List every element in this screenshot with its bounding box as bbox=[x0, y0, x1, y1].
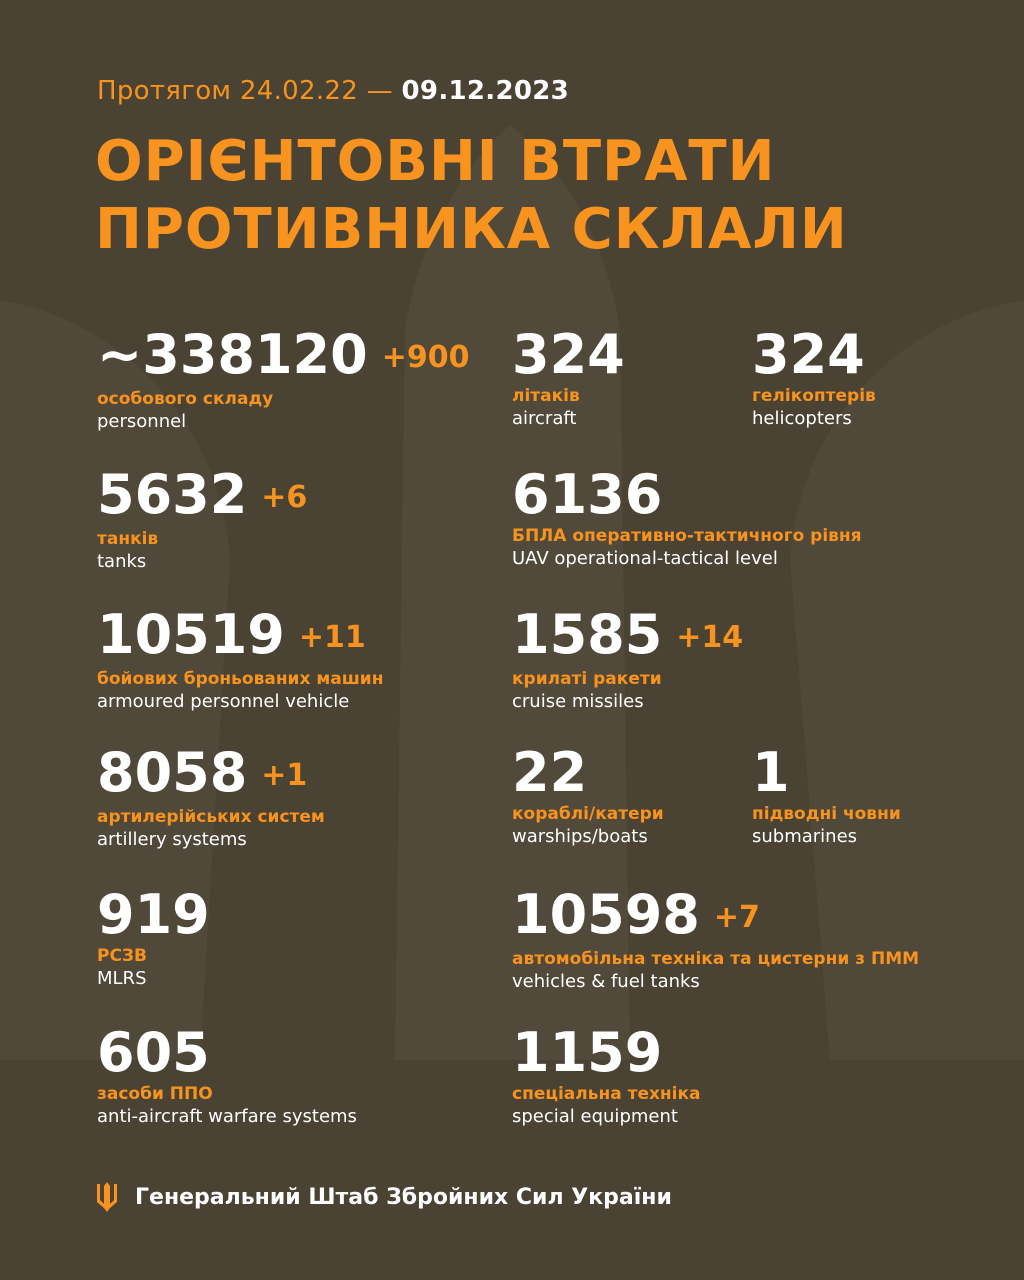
stat-label-ua: БПЛА оперативно-тактичного рівня bbox=[512, 526, 862, 546]
stat-delta: +14 bbox=[676, 620, 744, 655]
stat-label-ua: бойових броньованих машин bbox=[97, 669, 384, 689]
stat-label-ua: танків bbox=[97, 529, 159, 549]
stat-label-en: armoured personnel vehicle bbox=[97, 691, 350, 712]
stat-label-en: aircraft bbox=[512, 408, 577, 429]
stat-label-ua: артилерійських систем bbox=[97, 807, 325, 827]
stat-value: 6136 bbox=[512, 463, 663, 526]
stat-delta: +1 bbox=[261, 758, 308, 793]
stat-warships-boats: 22 кораблі/катери warships/boats bbox=[512, 743, 664, 849]
stat-label-en: tanks bbox=[97, 551, 147, 572]
stat-label-ua: особового складу bbox=[97, 389, 274, 409]
stat-label-en: vehicles & fuel tanks bbox=[512, 971, 700, 992]
stat-mlrs: 919 РСЗВ MLRS bbox=[97, 885, 210, 991]
stat-label-en: personnel bbox=[97, 411, 187, 432]
stat-delta: +900 bbox=[381, 340, 470, 375]
stat-cruise-missiles: 1585 +14 крилаті ракети cruise missiles bbox=[512, 605, 743, 714]
stat-label-en: anti-aircraft warfare systems bbox=[97, 1106, 357, 1127]
stat-label-en: special equipment bbox=[512, 1106, 678, 1127]
footer-text: Генеральний Штаб Збройних Сил України bbox=[135, 1184, 672, 1210]
stat-delta: +11 bbox=[298, 620, 366, 655]
stat-label-en: artillery systems bbox=[97, 829, 247, 850]
page-title: ОРІЄНТОВНІ ВТРАТИ ПРОТИВНИКА СКЛАЛИ bbox=[95, 129, 848, 262]
stat-label-en: warships/boats bbox=[512, 826, 648, 847]
stat-value: 1 bbox=[752, 741, 790, 804]
stat-value: 8058 +1 bbox=[97, 741, 308, 804]
stat-aircraft: 324 літаків aircraft bbox=[512, 325, 625, 431]
stat-value: 5632 +6 bbox=[97, 463, 308, 526]
stat-value: 1159 bbox=[512, 1021, 663, 1084]
stat-armoured-personnel-vehicle: 10519 +11 бойових броньованих машин armou… bbox=[97, 605, 383, 714]
stat-special-equipment: 1159 спеціальна техніка special equipmen… bbox=[512, 1023, 701, 1129]
stat-label-ua: спеціальна техніка bbox=[512, 1084, 701, 1104]
stat-value: 919 bbox=[97, 883, 210, 946]
stat-label-en: helicopters bbox=[752, 408, 852, 429]
stat-value: 605 bbox=[97, 1021, 210, 1084]
stat-label-en: cruise missiles bbox=[512, 691, 644, 712]
stat-personnel: ~338120 +900 особового складу personnel bbox=[97, 325, 469, 434]
stat-value: 324 bbox=[752, 323, 865, 386]
stat-label-ua: гелікоптерів bbox=[752, 386, 876, 406]
stat-vehicles-fuel-tanks: 10598 +7 автомобільна техніка та цистерни… bbox=[512, 885, 919, 994]
stat-artillery-systems: 8058 +1 артилерійських систем artillery s… bbox=[97, 743, 325, 852]
stat-label-en: UAV operational-tactical level bbox=[512, 548, 778, 569]
stat-uav-operational-tactical-level: 6136 БПЛА оперативно-тактичного рівня UA… bbox=[512, 465, 862, 571]
trident-icon bbox=[97, 1182, 117, 1212]
stat-label-en: submarines bbox=[752, 826, 858, 847]
stat-label-ua: кораблі/катери bbox=[512, 804, 664, 824]
stat-value: 10598 +7 bbox=[512, 883, 760, 946]
stat-value: 1585 +14 bbox=[512, 603, 744, 666]
stat-value: 324 bbox=[512, 323, 625, 386]
stat-label-ua: крилаті ракети bbox=[512, 669, 662, 689]
stat-label-ua: автомобільна техніка та цистерни з ПММ bbox=[512, 949, 920, 969]
stat-anti-aircraft-warfare-systems: 605 засоби ППО anti-aircraft warfare sys… bbox=[97, 1023, 357, 1129]
stat-label-ua: літаків bbox=[512, 386, 580, 406]
stat-delta: +6 bbox=[261, 480, 308, 515]
stat-label-ua: підводні човни bbox=[752, 804, 901, 824]
stat-tanks: 5632 +6 танків tanks bbox=[97, 465, 307, 574]
stat-value: ~338120 +900 bbox=[97, 323, 470, 386]
stat-value: 10519 +11 bbox=[97, 603, 366, 666]
stat-label-en: MLRS bbox=[97, 968, 147, 989]
stat-delta: +7 bbox=[713, 900, 760, 935]
stat-submarines: 1 підводні човни submarines bbox=[752, 743, 901, 849]
stat-label-ua: РСЗВ bbox=[97, 946, 147, 966]
stat-helicopters: 324 гелікоптерів helicopters bbox=[752, 325, 876, 431]
period-subtitle: Протягом 24.02.22 — 09.12.2023 bbox=[97, 76, 570, 106]
footer: Генеральний Штаб Збройних Сил України bbox=[95, 1182, 672, 1212]
stat-label-ua: засоби ППО bbox=[97, 1084, 213, 1104]
stat-value: 22 bbox=[512, 741, 588, 804]
